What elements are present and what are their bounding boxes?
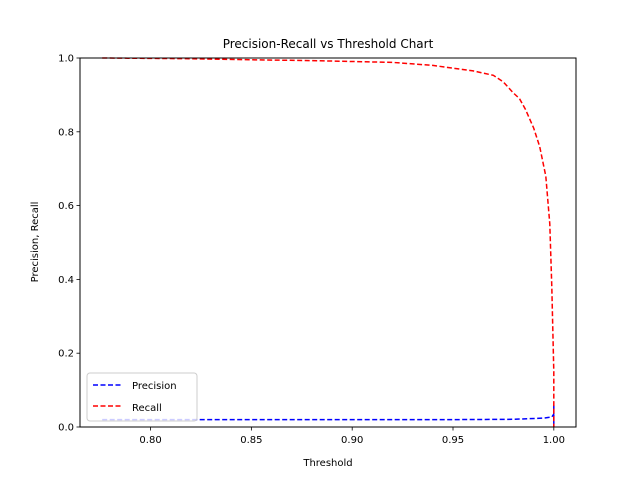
plot-area	[102, 57, 555, 427]
legend: Precision Recall	[86, 372, 198, 422]
series-line-precision	[102, 404, 555, 427]
y-axis-label: Precision, Recall	[30, 202, 41, 283]
legend-label-recall: Recall	[132, 403, 162, 414]
series-line-recall	[102, 57, 555, 427]
y-tick-label: 0.0	[58, 423, 74, 434]
x-tick-label: 0.95	[442, 435, 464, 446]
x-tick-label: 0.85	[240, 435, 262, 446]
legend-label-precision: Precision	[132, 381, 177, 392]
y-tick-label: 0.8	[58, 127, 74, 138]
legend-box	[86, 372, 198, 422]
x-axis: 0.80 0.85 0.90 0.95 1.00	[139, 427, 565, 446]
x-axis-label: Threshold	[302, 458, 352, 469]
axes-frame	[79, 57, 577, 428]
x-tick-label: 0.90	[341, 435, 363, 446]
y-axis: 0.0 0.2 0.4 0.6 0.8 1.0	[58, 54, 80, 434]
y-tick-label: 0.4	[58, 275, 74, 286]
chart-title: Precision-Recall vs Threshold Chart	[223, 37, 434, 51]
y-tick-label: 1.0	[58, 54, 74, 65]
y-tick-label: 0.2	[58, 349, 74, 360]
x-tick-label: 1.00	[543, 435, 565, 446]
y-tick-label: 0.6	[58, 201, 74, 212]
x-tick-label: 0.80	[139, 435, 161, 446]
